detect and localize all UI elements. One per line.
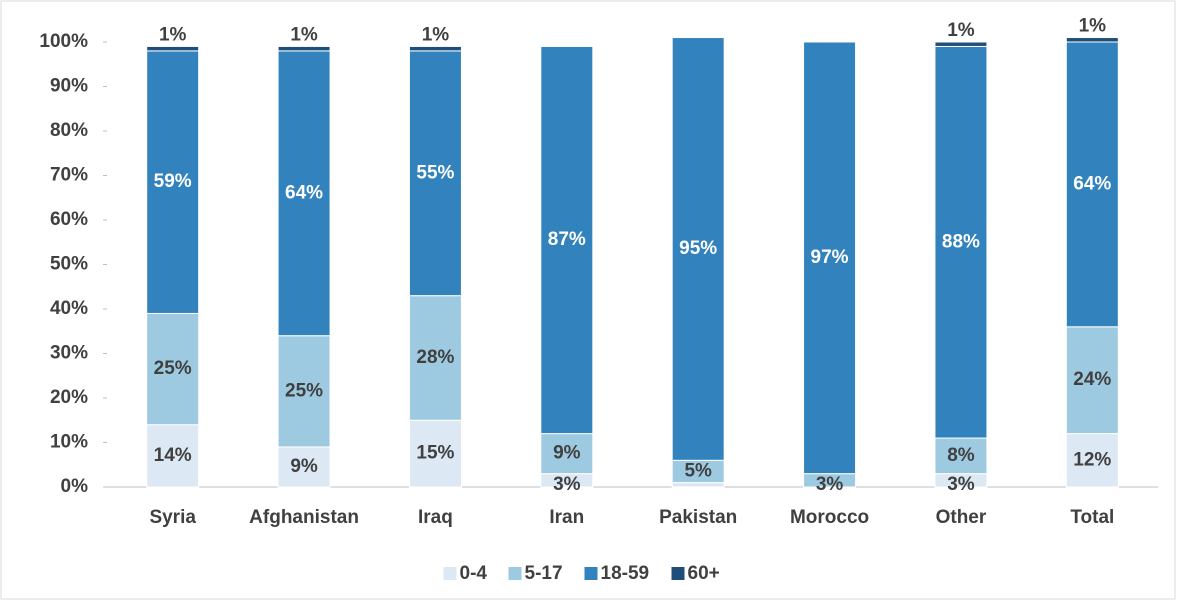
data-label: 28% bbox=[416, 347, 454, 368]
data-label: 25% bbox=[154, 358, 192, 379]
data-label: 3% bbox=[816, 474, 844, 495]
bar-segment bbox=[408, 45, 462, 52]
data-label: 8% bbox=[947, 445, 975, 466]
data-label: 25% bbox=[285, 380, 323, 401]
bar-segment bbox=[408, 50, 462, 297]
data-label: 9% bbox=[553, 443, 581, 464]
bar-segment bbox=[1065, 37, 1119, 43]
y-tick-label: 20% bbox=[50, 387, 88, 408]
bar-segment bbox=[277, 45, 331, 52]
bar-segment bbox=[540, 45, 594, 435]
y-tick-label: 90% bbox=[50, 76, 88, 97]
data-label: 14% bbox=[154, 445, 192, 466]
data-label: 1% bbox=[422, 24, 450, 45]
x-tick-label: Pakistan bbox=[659, 507, 737, 528]
legend-label: 5-17 bbox=[525, 563, 563, 584]
data-label: 95% bbox=[679, 238, 717, 259]
data-label: 5% bbox=[684, 460, 712, 481]
data-label: 64% bbox=[1073, 173, 1111, 194]
data-label: 1% bbox=[947, 20, 975, 41]
bar-segment bbox=[146, 45, 200, 52]
data-label: 15% bbox=[416, 443, 454, 464]
bar-segment bbox=[934, 45, 988, 439]
bar-segment bbox=[934, 41, 988, 47]
data-label: 1% bbox=[1079, 16, 1107, 37]
data-label: 1% bbox=[290, 24, 318, 45]
bar-segment bbox=[1065, 326, 1119, 435]
y-tick-label: 30% bbox=[50, 343, 88, 364]
bar-segment bbox=[803, 41, 857, 475]
x-tick-label: Total bbox=[1070, 507, 1114, 528]
data-label: 88% bbox=[942, 231, 980, 252]
data-label: 12% bbox=[1073, 449, 1111, 470]
data-label: 55% bbox=[416, 162, 454, 183]
x-tick-label: Morocco bbox=[790, 507, 869, 528]
bar-segment bbox=[146, 50, 200, 314]
y-tick-label: 10% bbox=[50, 432, 88, 453]
x-tick-label: Syria bbox=[149, 507, 196, 528]
data-label: 9% bbox=[290, 456, 318, 477]
data-label: 59% bbox=[154, 171, 192, 192]
x-tick-label: Other bbox=[936, 507, 987, 528]
bar-segment bbox=[934, 437, 988, 475]
y-tick-label: 60% bbox=[50, 209, 88, 230]
bar-segment bbox=[408, 419, 462, 488]
legend-swatch bbox=[584, 567, 598, 580]
data-label: 97% bbox=[811, 247, 849, 268]
bar-segment bbox=[671, 37, 725, 461]
x-tick-label: Iraq bbox=[418, 507, 453, 528]
data-label: 24% bbox=[1073, 369, 1111, 390]
data-label: 64% bbox=[285, 182, 323, 203]
data-label: 3% bbox=[947, 474, 975, 495]
y-tick-label: 70% bbox=[50, 165, 88, 186]
bar-segment bbox=[277, 335, 331, 448]
y-tick-label: 50% bbox=[50, 254, 88, 275]
legend-swatch bbox=[443, 567, 457, 580]
legend-swatch bbox=[671, 567, 685, 580]
legend-swatch bbox=[508, 567, 522, 580]
bar-segment bbox=[408, 295, 462, 421]
y-tick-label: 0% bbox=[61, 476, 89, 497]
data-label: 1% bbox=[159, 24, 187, 45]
y-tick-label: 80% bbox=[50, 120, 88, 141]
legend-label: 18-59 bbox=[601, 563, 650, 584]
legend-label: 0-4 bbox=[460, 563, 488, 584]
x-tick-label: Afghanistan bbox=[249, 507, 359, 528]
data-label: 87% bbox=[548, 229, 586, 250]
bar-segment bbox=[1065, 41, 1119, 328]
data-label: 3% bbox=[553, 474, 581, 495]
x-tick-label: Iran bbox=[549, 507, 584, 528]
legend-label: 60+ bbox=[688, 563, 720, 584]
bar-segment bbox=[146, 312, 200, 426]
y-tick-label: 40% bbox=[50, 298, 88, 319]
bar-segment bbox=[671, 482, 725, 488]
bar-segment bbox=[146, 424, 200, 488]
y-tick-label: 100% bbox=[39, 31, 88, 52]
bar-segment bbox=[540, 433, 594, 475]
bar-segment bbox=[1065, 433, 1119, 488]
